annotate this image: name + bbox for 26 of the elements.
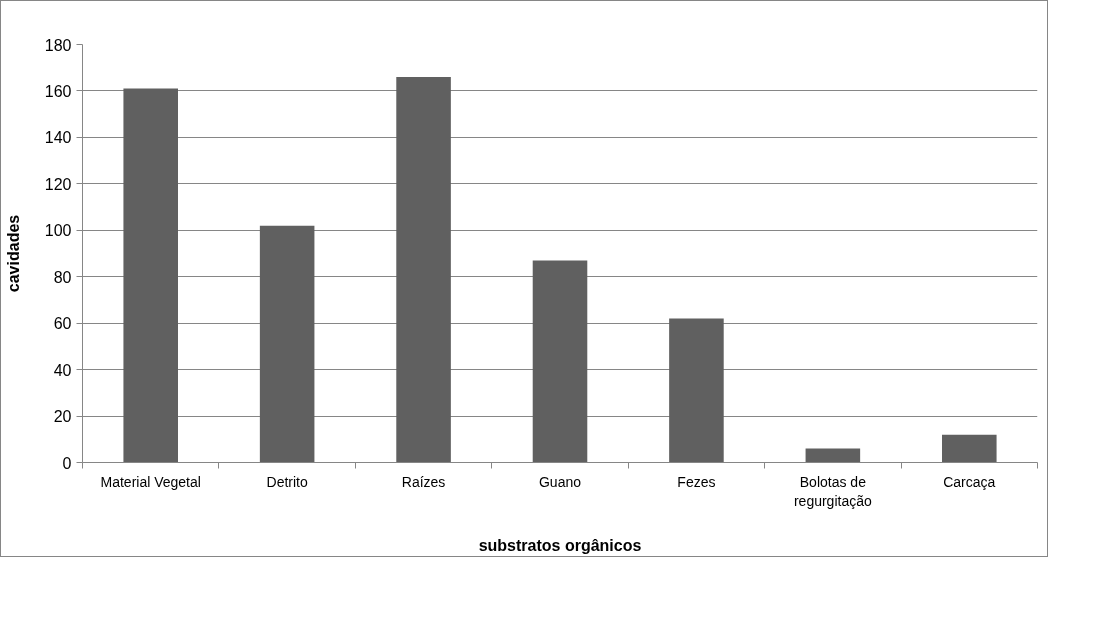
bar xyxy=(805,448,861,463)
y-tick-label: 40 xyxy=(53,361,72,379)
y-tick-label: 180 xyxy=(44,36,72,54)
x-tick-label: Material Vegetal xyxy=(100,473,201,490)
y-tick-label: 0 xyxy=(62,454,72,472)
y-tick-label: 140 xyxy=(44,129,72,147)
x-tick-label: Guano xyxy=(538,473,582,490)
x-tick-label: Carcaça xyxy=(943,473,996,490)
bar xyxy=(942,434,997,463)
x-tick-label: Bolotas de regurgitação xyxy=(793,473,872,509)
y-tick-label: 100 xyxy=(44,222,72,240)
bar xyxy=(669,318,724,463)
y-tick-label: 120 xyxy=(44,175,72,193)
y-tick-label: 160 xyxy=(44,82,72,100)
bar xyxy=(123,88,178,463)
x-axis-title: substratos orgânicos xyxy=(478,536,642,554)
bar xyxy=(259,225,315,463)
bar xyxy=(532,260,588,463)
y-tick-label: 20 xyxy=(53,408,72,426)
x-tick-label: Detrito xyxy=(266,473,308,490)
x-tick-label: Fezes xyxy=(677,473,716,490)
x-tick-label: Raízes xyxy=(401,473,446,490)
bar xyxy=(396,77,451,463)
y-axis-title: cavidades xyxy=(4,214,22,293)
y-tick-label: 80 xyxy=(53,268,72,286)
y-tick-label: 60 xyxy=(53,315,72,333)
